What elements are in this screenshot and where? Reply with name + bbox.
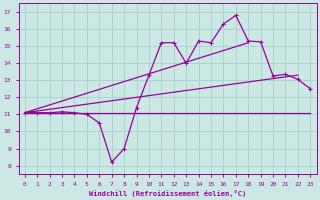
X-axis label: Windchill (Refroidissement éolien,°C): Windchill (Refroidissement éolien,°C) <box>89 190 246 197</box>
